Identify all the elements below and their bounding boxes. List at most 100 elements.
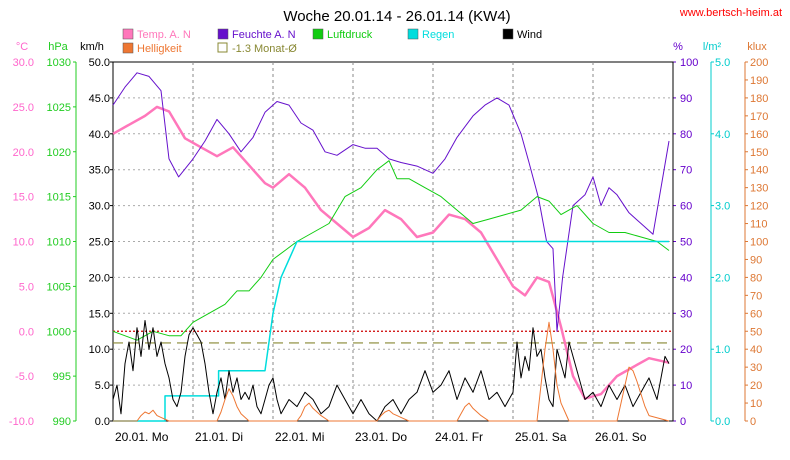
tick-label-temp: 30.0: [13, 57, 34, 69]
tick-label-kmh: 30.0: [89, 201, 110, 213]
series-line-5: [113, 321, 670, 422]
chart-title: Woche 20.01.14 - 26.01.14 (KW4): [283, 8, 510, 25]
tick-label-pct: 0: [680, 416, 686, 428]
tick-label-kmh: 20.0: [89, 272, 110, 284]
tick-label-klux: 100: [750, 237, 768, 249]
legend-label: Luftdruck: [327, 29, 373, 41]
axis-unit-labels: °C hPa km/h% l/m² klux: [16, 41, 767, 53]
tick-label-klux: 150: [750, 147, 768, 159]
day-label: 25.01. Sa: [515, 430, 567, 444]
tick-label-klux: 10: [750, 398, 762, 410]
tick-label-kmh: 15.0: [89, 308, 110, 320]
tick-label-lm2: 2.0: [715, 272, 730, 284]
tick-label-lm2: 1.0: [715, 344, 730, 356]
tick-label-hpa: 1010: [47, 237, 71, 249]
axis-unit-klux: klux: [747, 41, 767, 53]
legend-label: -1.3 Monat-Ø: [232, 43, 297, 55]
tick-label-temp: 5.0: [19, 281, 34, 293]
tick-label-kmh: 5.0: [95, 380, 110, 392]
tick-label-temp: -10.0: [9, 416, 34, 428]
legend-swatch: [217, 28, 229, 40]
tick-label-klux: 60: [750, 308, 762, 320]
tick-label-klux: 160: [750, 129, 768, 141]
day-label: 23.01. Do: [355, 430, 407, 444]
legend-label: Wind: [517, 29, 542, 41]
legend-label: Regen: [422, 29, 454, 41]
legend: Temp. A. N Feuchte A. N Luftdruck Regen Wind…: [122, 28, 542, 55]
legend-swatch: [217, 42, 228, 53]
tick-label-lm2: 3.0: [715, 201, 730, 213]
tick-label-klux: 140: [750, 165, 768, 177]
tick-label-klux: 30: [750, 362, 762, 374]
plot-area: [112, 72, 673, 422]
tick-label-lm2: 0.0: [715, 416, 730, 428]
tick-label-pct: 10: [680, 380, 692, 392]
legend-label: Temp. A. N: [137, 29, 191, 41]
legend-label: Feuchte A. N: [232, 29, 296, 41]
tick-label-temp: 20.0: [13, 147, 34, 159]
tick-label-klux: 190: [750, 75, 768, 87]
tick-label-temp: -5.0: [15, 371, 34, 383]
axis-unit-lm2: l/m²: [703, 41, 722, 53]
day-label: 22.01. Mi: [275, 430, 324, 444]
axis-unit-pct: %: [673, 41, 683, 53]
tick-label-hpa: 990: [53, 416, 71, 428]
tick-label-klux: 70: [750, 290, 762, 302]
site-url: www.bertsch-heim.at: [679, 7, 782, 19]
tick-label-hpa: 995: [53, 371, 71, 383]
tick-label-kmh: 45.0: [89, 93, 110, 105]
tick-label-pct: 20: [680, 344, 692, 356]
series-line-1: [112, 72, 670, 332]
tick-label-hpa: 1025: [47, 102, 71, 114]
series-line-2: [112, 160, 670, 341]
tick-label-pct: 60: [680, 201, 692, 213]
tick-label-temp: 10.0: [13, 237, 34, 249]
day-label: 24.01. Fr: [435, 430, 483, 444]
day-label: 20.01. Mo: [115, 430, 169, 444]
series-line-0: [112, 105, 670, 400]
tick-label-kmh: 25.0: [89, 237, 110, 249]
tick-label-klux: 110: [750, 219, 768, 231]
tick-label-kmh: 0.0: [95, 416, 110, 428]
tick-label-kmh: 35.0: [89, 165, 110, 177]
tick-label-temp: 25.0: [13, 102, 34, 114]
axis-unit-temp: °C: [16, 41, 28, 53]
tick-label-klux: 200: [750, 57, 768, 69]
tick-label-klux: 0: [750, 416, 756, 428]
legend-swatch: [407, 28, 419, 40]
tick-label-pct: 80: [680, 129, 692, 141]
series-line-3: [113, 240, 669, 422]
x-axis-day-labels: 20.01. Mo 21.01. Di 22.01. Mi 23.01. Do 24.0…: [115, 430, 647, 444]
tick-label-pct: 100: [680, 57, 698, 69]
axis-unit-hpa: hPa: [48, 41, 68, 53]
day-label: 26.01. So: [595, 430, 647, 444]
tick-label-klux: 90: [750, 254, 762, 266]
tick-label-hpa: 1020: [47, 147, 71, 159]
tick-label-hpa: 1000: [47, 326, 71, 338]
tick-label-klux: 20: [750, 380, 762, 392]
legend-swatch: [502, 28, 514, 40]
legend-swatch: [312, 28, 324, 40]
legend-swatch: [122, 42, 134, 54]
tick-label-pct: 30: [680, 308, 692, 320]
series-line-4: [112, 320, 670, 422]
tick-label-kmh: 50.0: [89, 57, 110, 69]
tick-label-klux: 40: [750, 344, 762, 356]
tick-label-pct: 50: [680, 237, 692, 249]
axes: -10.0 -5.0 0.0 5.0 10.0 15.0 20.0 25.0 30.0 990 99…: [9, 57, 768, 428]
tick-label-kmh: 10.0: [89, 344, 110, 356]
tick-label-pct: 90: [680, 93, 692, 105]
tick-label-lm2: 4.0: [715, 129, 730, 141]
tick-label-hpa: 1005: [47, 281, 71, 293]
tick-label-temp: 15.0: [13, 192, 34, 204]
legend-label: Helligkeit: [137, 43, 182, 55]
tick-label-klux: 50: [750, 326, 762, 338]
day-label: 21.01. Di: [195, 430, 243, 444]
tick-label-pct: 40: [680, 272, 692, 284]
tick-label-klux: 80: [750, 272, 762, 284]
tick-label-pct: 70: [680, 165, 692, 177]
tick-label-hpa: 1030: [47, 57, 71, 69]
axis-unit-kmh: km/h: [80, 41, 104, 53]
